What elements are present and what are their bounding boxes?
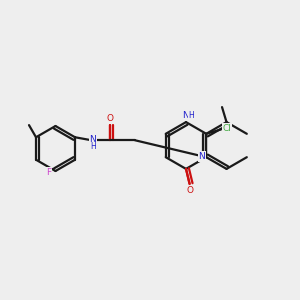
Text: N: N [90,135,96,144]
Text: O: O [186,186,193,195]
Text: O: O [106,114,114,123]
Text: N: N [198,152,205,161]
Text: Cl: Cl [223,124,232,133]
Text: H: H [91,142,97,151]
Text: H: H [188,111,194,120]
Text: N: N [182,111,189,120]
Text: F: F [46,168,52,177]
